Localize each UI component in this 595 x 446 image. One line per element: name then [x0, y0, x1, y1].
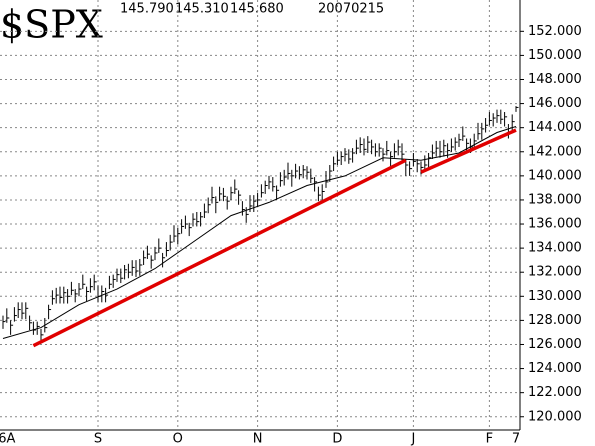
- y-tick-label: 142.000: [528, 144, 582, 159]
- y-tick-label: 130.000: [528, 289, 582, 304]
- quote-high: 145.790: [120, 2, 174, 17]
- y-tick-label: 150.000: [528, 48, 582, 63]
- y-tick-label: 126.000: [528, 337, 582, 352]
- x-tick-label: N: [253, 432, 263, 446]
- y-tick-label: 132.000: [528, 265, 582, 280]
- y-tick-label: 146.000: [528, 96, 582, 111]
- moving-average: [2, 126, 517, 339]
- trend-line: [420, 128, 517, 174]
- y-tick-label: 122.000: [528, 385, 582, 400]
- y-tick-label: 124.000: [528, 361, 582, 376]
- y-tick-label: 134.000: [528, 241, 582, 256]
- y-tick-label: 144.000: [528, 120, 582, 135]
- y-tick-label: 138.000: [528, 192, 582, 207]
- y-tick-label: 140.000: [528, 168, 582, 183]
- x-tick-label: J: [410, 432, 415, 446]
- x-tick-label: O: [173, 432, 183, 446]
- y-tick-label: 152.000: [528, 24, 582, 39]
- y-tick-label: 128.000: [528, 313, 582, 328]
- x-tick-label: S: [94, 432, 102, 446]
- y-tick-label: 120.000: [528, 409, 582, 424]
- x-tick-label: F: [486, 432, 493, 446]
- y-tick-label: 148.000: [528, 72, 582, 87]
- trend-line: [32, 158, 407, 348]
- quote-date: 20070215: [318, 2, 384, 17]
- x-tick-label: 7: [512, 432, 520, 446]
- quote-low: 145.310: [175, 2, 229, 17]
- chart-title: $SPX: [0, 3, 103, 47]
- x-tick-label: 6A: [0, 432, 15, 446]
- y-tick-label: 136.000: [528, 217, 582, 232]
- quote-close: 145.680: [230, 2, 284, 17]
- x-tick-label: D: [332, 432, 342, 446]
